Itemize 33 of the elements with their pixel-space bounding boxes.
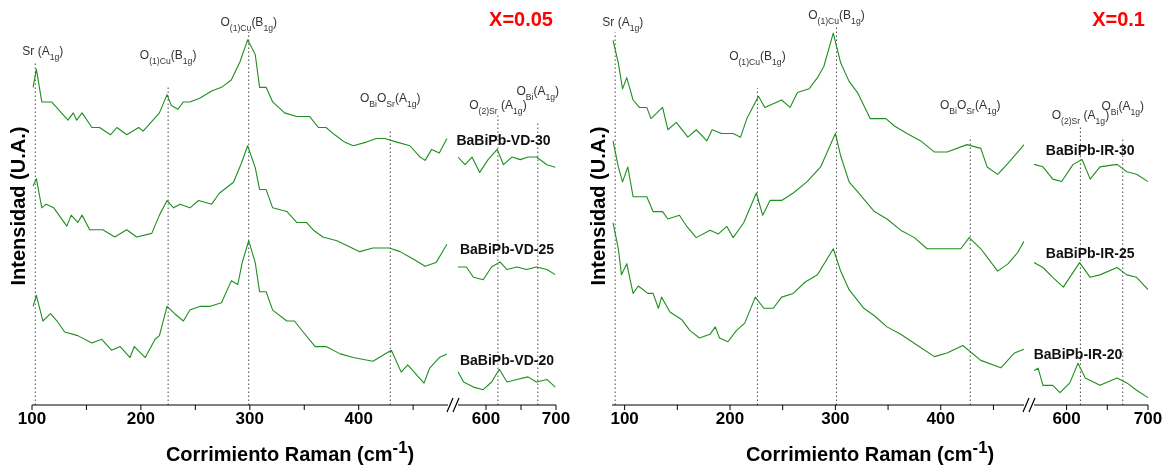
- x-tick-label: 600: [471, 409, 501, 429]
- x-tick-label: 700: [541, 409, 571, 429]
- series-label: BaBiPb-IR-30: [1045, 142, 1135, 159]
- series-label: BaBiPb-VD-20: [459, 351, 555, 368]
- x-tick-label: 200: [715, 409, 745, 429]
- ref-line-label: O$_{(2)Sr}$ (A$_{1g}$): [469, 98, 527, 117]
- ref-line-label: O$_{Bi}$O$_{Sr}$(A$_{1g}$): [359, 91, 421, 110]
- ref-line-label: O$_{(1)Cu}$(B$_{1g}$): [729, 49, 786, 68]
- series-label: BaBiPb-IR-20: [1033, 346, 1123, 363]
- chart-title: X=0.05: [489, 8, 553, 31]
- x-tick-label: 100: [17, 409, 47, 429]
- ref-line-label: Sr (A$_{1g}$): [602, 15, 644, 34]
- ref-line-label: O$_{(1)Cu}$(B$_{1g}$): [808, 8, 865, 27]
- x-axis-title: Corrimiento Raman (cm$^{-1}$): [745, 438, 995, 466]
- x-tick-label: 300: [821, 409, 850, 429]
- y-axis-title: Intensidad (U.A.): [586, 126, 610, 286]
- ref-line-label: O$_{Bi}$O$_{Sr}$(A$_{1g}$): [939, 97, 1001, 116]
- x-axis-title: Corrimiento Raman (cm$^{-1}$): [165, 438, 415, 466]
- series-label: BaBiPb-IR-25: [1045, 245, 1135, 262]
- ref-line-label: O$_{(1)Cu}$(B$_{1g}$): [139, 47, 197, 66]
- x-tick-label: 400: [344, 409, 373, 429]
- series-label: BaBiPb-VD-25: [459, 240, 555, 257]
- chart-title: X=0.1: [1092, 8, 1145, 31]
- x-tick-label: 700: [1133, 409, 1163, 429]
- ref-line-label: O$_{(1)Cu}$(B$_{1g}$): [220, 14, 277, 33]
- x-tick-label: 600: [1052, 409, 1081, 429]
- x-tick-label: 300: [235, 409, 264, 429]
- ref-line-label: Sr (A$_{1g}$): [22, 44, 64, 63]
- series-label: BaBiPb-VD-30: [456, 131, 551, 148]
- y-axis-title: Intensidad (U.A.): [6, 126, 30, 286]
- x-tick-label: 400: [926, 409, 955, 429]
- x-tick-label: 100: [610, 409, 639, 429]
- x-tick-label: 200: [126, 409, 156, 429]
